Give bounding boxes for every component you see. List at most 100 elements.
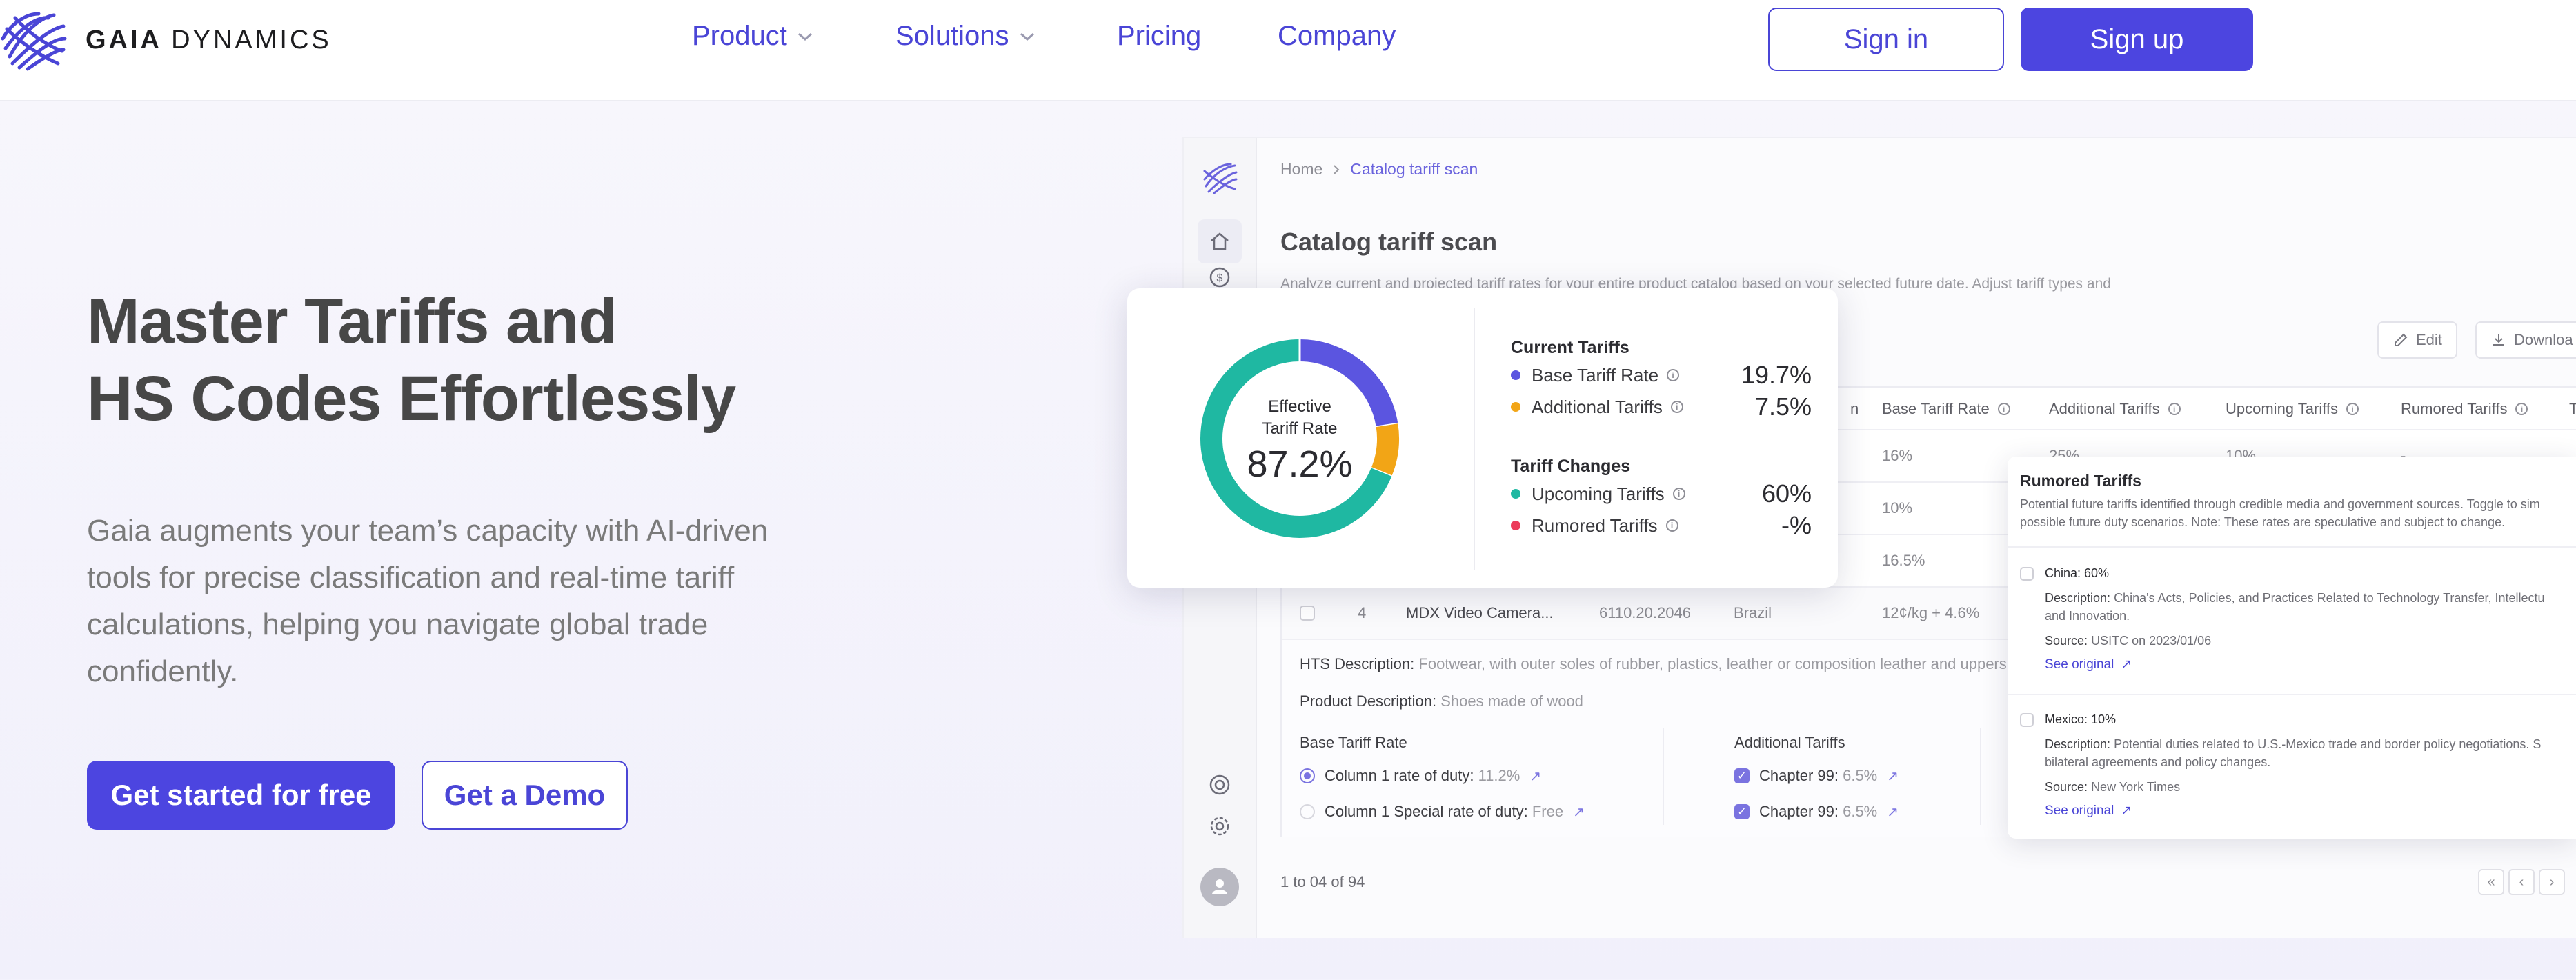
help-lifebuoy-icon[interactable] [1207, 772, 1232, 797]
radio-selected[interactable] [1300, 768, 1315, 783]
first-page-button[interactable]: « [2478, 869, 2504, 895]
col-header-additional-label: Additional Tariffs [2049, 400, 2160, 417]
get-started-button[interactable]: Get started for free [87, 761, 395, 830]
nav-product[interactable]: Product [692, 21, 813, 52]
tariff-label: Additional Tariffs [1532, 396, 1663, 417]
external-link-icon[interactable]: ↗ [1573, 804, 1585, 820]
rumored-panel-title: Rumored Tariffs [2020, 472, 2141, 490]
additional-tariff-option[interactable]: ✓ Chapter 99: 6.5% ↗ [1734, 803, 1899, 821]
base-rate-header: Base Tariff Rate [1300, 734, 1407, 751]
hero-subtext: Gaia augments your team’s capacity with … [87, 514, 769, 688]
radio-unselected[interactable] [1300, 804, 1315, 819]
pagination-text: 1 to 04 of 94 [1280, 873, 1365, 890]
tariff-label: Base Tariff Rate [1532, 364, 1659, 386]
col-header-upcoming-label: Upcoming Tariffs [2226, 400, 2339, 417]
row-checkbox[interactable] [1300, 606, 1315, 621]
col-header-additional[interactable]: Additional Tariffs i [2049, 400, 2181, 418]
additional-option-label: Chapter 99: [1759, 767, 1839, 784]
rumored-item-title: China: 60% [2045, 566, 2110, 580]
rumored-item-source: Source: USITC on 2023/01/06 [2045, 632, 2211, 650]
additional-option-value: 6.5% [1843, 803, 1878, 820]
col-header-upcoming[interactable]: Upcoming Tariffs i [2226, 400, 2359, 418]
breadcrumb-home[interactable]: Home [1280, 160, 1323, 178]
rumored-tariffs-panel: Rumored Tariffs Potential future tariffs… [2008, 457, 2576, 839]
base-rate-option-label: Column 1 Special rate of duty: [1325, 803, 1528, 820]
external-link-icon[interactable]: ↗ [1887, 804, 1899, 820]
info-icon[interactable]: i [1670, 401, 1683, 413]
svg-text:$: $ [1217, 272, 1223, 284]
col-header-rumored[interactable]: Rumored Tariffs i [2401, 400, 2528, 418]
sign-in-button[interactable]: Sign in [1768, 8, 2004, 71]
edit-button[interactable]: Edit [2377, 321, 2457, 359]
chevron-down-icon [1020, 32, 1034, 41]
donut-segment-additional-tariffs [1371, 423, 1399, 477]
info-icon[interactable]: i [1667, 369, 1680, 381]
base-rate-option[interactable]: Column 1 rate of duty: 11.2% ↗ [1300, 767, 1541, 785]
table-row[interactable]: 16.5% [1282, 534, 2576, 588]
see-original-link[interactable]: See original ↗ [2045, 803, 2132, 819]
brand-logo[interactable]: GAIA DYNAMICS [0, 8, 332, 72]
download-button[interactable]: Downloa [2475, 321, 2576, 359]
external-link-icon[interactable]: ↗ [1529, 768, 1542, 784]
see-original-label: See original [2045, 803, 2114, 818]
nav-product-label: Product [692, 21, 787, 51]
sign-up-button[interactable]: Sign up [2021, 8, 2253, 71]
base-rate-option[interactable]: Column 1 Special rate of duty: Free ↗ [1300, 803, 1585, 821]
tariff-change-row: Upcoming Tariffs i 60% [1511, 479, 1812, 508]
desc-line1: Potential duties related to U.S.-Mexico … [2114, 737, 2542, 751]
get-demo-button[interactable]: Get a Demo [422, 761, 628, 830]
nav-pricing-label: Pricing [1117, 21, 1202, 51]
table-row[interactable]: 10% [1282, 481, 2576, 535]
tariff-value: -% [1781, 511, 1812, 539]
additional-tariff-option[interactable]: ✓ Chapter 99: 6.5% ↗ [1734, 767, 1899, 785]
donut-center: Effective Tariff Rate 87.2% [1196, 396, 1403, 486]
breadcrumb-current: Catalog tariff scan [1350, 160, 1478, 178]
see-original-label: See original [2045, 657, 2114, 672]
nav-pricing[interactable]: Pricing [1117, 21, 1201, 52]
hero-heading-line2: HS Codes Effortlessly [87, 363, 736, 434]
get-started-label: Get started for free [110, 779, 372, 811]
see-original-link[interactable]: See original ↗ [2045, 657, 2132, 672]
external-link-icon[interactable]: ↗ [1887, 768, 1899, 784]
next-page-button[interactable]: › [2539, 869, 2565, 895]
additional-option-label: Chapter 99: [1759, 803, 1839, 820]
brand-name-rest: DYNAMICS [171, 25, 332, 54]
dollar-icon[interactable]: $ [1207, 265, 1232, 290]
col-header-base[interactable]: Base Tariff Rate i [1882, 400, 2010, 418]
rumored-intro-line1: Potential future tariffs identified thro… [2020, 497, 2540, 511]
prev-page-button[interactable]: ‹ [2508, 869, 2535, 895]
nav-company-label: Company [1278, 21, 1396, 51]
info-icon: i [1997, 403, 2010, 415]
brand-name: GAIA DYNAMICS [86, 26, 332, 55]
rumored-item-title: Mexico: 10% [2045, 712, 2117, 726]
desc-line1: China's Acts, Policies, and Practices Re… [2114, 591, 2545, 605]
product-description-value: Shoes made of wood [1440, 692, 1583, 710]
hero-heading-line1: Master Tariffs and [87, 286, 617, 357]
gear-icon[interactable] [1207, 814, 1232, 839]
col-header-partial: n [1850, 400, 1859, 417]
hts-description: HTS Description: Footwear, with outer so… [1300, 655, 2019, 673]
avatar[interactable] [1200, 868, 1239, 906]
checkbox-checked[interactable]: ✓ [1734, 768, 1750, 783]
divider [2008, 546, 2576, 548]
info-icon[interactable]: i [1665, 519, 1678, 532]
cell-base: 16% [1882, 447, 1913, 464]
cell-num: 4 [1358, 604, 1367, 621]
desc-line2: and Innovation. [2045, 609, 2130, 623]
info-icon: i [2168, 403, 2181, 415]
source-label: Source: [2045, 634, 2088, 648]
nav-solutions-label: Solutions [895, 21, 1009, 51]
info-icon[interactable]: i [1672, 488, 1685, 500]
donut-chart [1200, 339, 1399, 538]
sidebar-home-active[interactable] [1198, 219, 1242, 263]
nav-solutions[interactable]: Solutions [895, 21, 1036, 52]
nav-company[interactable]: Company [1278, 21, 1396, 52]
checkbox-checked[interactable]: ✓ [1734, 804, 1750, 819]
rumored-item-checkbox[interactable] [2020, 713, 2034, 727]
breadcrumb: Home Catalog tariff scan [1280, 160, 1478, 179]
edit-icon [2395, 333, 2408, 346]
current-tariff-row: Additional Tariffs i 7.5% [1511, 392, 1812, 421]
info-icon: i [2346, 403, 2359, 415]
sign-up-label: Sign up [2090, 23, 2184, 54]
rumored-item-checkbox[interactable] [2020, 567, 2034, 581]
